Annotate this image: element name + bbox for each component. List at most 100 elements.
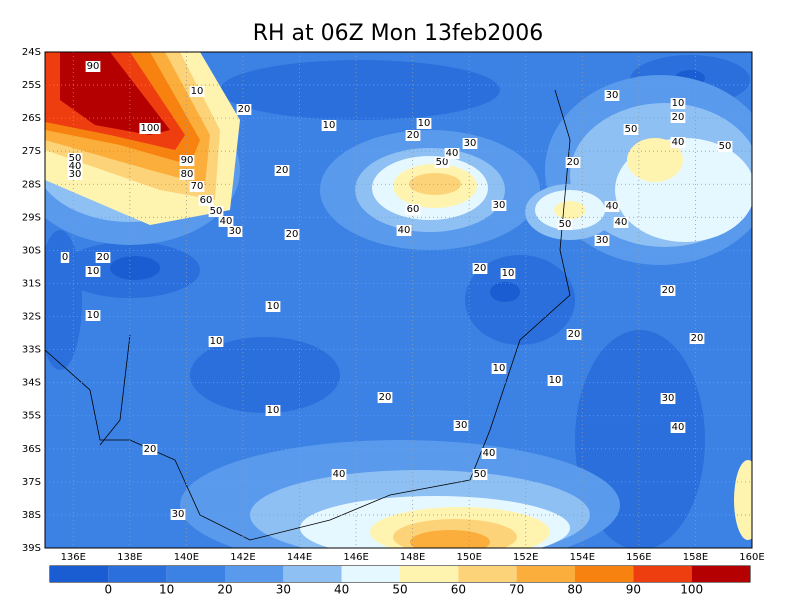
contour-label-bg [472, 263, 488, 274]
lon-label: 160E [739, 552, 764, 563]
contour-label-bg [547, 375, 563, 386]
contour-label: 50 [719, 141, 732, 152]
contour-label-bg [613, 217, 629, 228]
lon-label: 136E [61, 552, 86, 563]
contour-label: 10 [323, 120, 336, 131]
contour-label: 20 [672, 112, 685, 123]
contour-label-bg [670, 98, 686, 109]
lon-label: 154E [570, 552, 595, 563]
contour-label: 20 [286, 229, 299, 240]
contour-label: 10 [191, 86, 204, 97]
lon-label: 152E [513, 552, 538, 563]
contour-label-bg [67, 169, 83, 180]
contour-label-bg [660, 393, 676, 404]
contour-label-bg [434, 157, 450, 168]
colorbar-label: 0 [105, 583, 113, 597]
contour-label-bg [179, 169, 195, 180]
contour-label: 60 [200, 195, 213, 206]
lat-label: 26S [22, 113, 41, 124]
colorbar-swatch [225, 566, 284, 582]
contour-label: 20 [691, 333, 704, 344]
contour-label-bg [405, 204, 421, 215]
contour-label-bg [491, 200, 507, 211]
contour-label: 30 [229, 226, 242, 237]
contour-label: 20 [662, 285, 675, 296]
lon-label: 156E [626, 552, 651, 563]
contour-label: 30 [493, 200, 506, 211]
lat-label: 32S [22, 312, 41, 323]
colorbar-swatch [283, 566, 342, 582]
contour-label: 40 [672, 422, 685, 433]
contour-label: 30 [662, 393, 675, 404]
contour-label: 20 [567, 157, 580, 168]
colorbar-label: 40 [334, 583, 349, 597]
contour-label: 10 [267, 405, 280, 416]
contour-label-bg [85, 266, 101, 277]
contour-fill [45, 52, 752, 548]
colorbar-label: 10 [159, 583, 174, 597]
lat-label: 39S [22, 543, 41, 554]
contour-label: 20 [238, 104, 251, 115]
contour-label: 10 [493, 363, 506, 374]
colorbar-swatch [108, 566, 167, 582]
colorbar-swatch [166, 566, 225, 582]
colorbar-label: 70 [509, 583, 524, 597]
contour-label-bg [139, 123, 161, 134]
contour-label: 30 [606, 90, 619, 101]
contour-label: 40 [333, 469, 346, 480]
contour-label-bg [189, 181, 205, 192]
colorbar-swatch [516, 566, 575, 582]
lat-label: 35S [22, 411, 41, 422]
lat-label: 29S [22, 212, 41, 223]
contour-label: 10 [672, 98, 685, 109]
contour-label: 20 [379, 392, 392, 403]
contour-label: 10 [418, 118, 431, 129]
contour-label-bg [321, 120, 337, 131]
contour-label: 40 [446, 148, 459, 159]
contour-label: 50 [69, 153, 82, 164]
lat-label: 31S [22, 278, 41, 289]
contour-label: 90 [181, 155, 194, 166]
contour-label-bg [717, 141, 733, 152]
colorbar-swatch [341, 566, 400, 582]
colorbar-label: 30 [276, 583, 291, 597]
lat-label: 37S [22, 477, 41, 488]
contour-label: 50 [559, 219, 572, 230]
contour-label: 40 [398, 225, 411, 236]
contour-label: 20 [474, 263, 487, 274]
lat-label: 24S [22, 47, 41, 58]
lat-label: 30S [22, 245, 41, 256]
contour-label: 90 [87, 61, 100, 72]
contour-label-bg [377, 392, 393, 403]
contour-label: 20 [97, 252, 110, 263]
contour-label: 50 [210, 206, 223, 217]
contour-label-bg [566, 329, 582, 340]
contour-label-bg [142, 444, 158, 455]
contour-label: 10 [210, 336, 223, 347]
contour-label: 80 [181, 169, 194, 180]
contour-label: 30 [596, 235, 609, 246]
lon-label: 146E [343, 552, 368, 563]
contour-label-bg [274, 165, 290, 176]
lon-label: 158E [683, 552, 708, 563]
contour-label-bg [604, 90, 620, 101]
contour-label: 40 [220, 216, 233, 227]
lon-label: 144E [287, 552, 312, 563]
colorbar-label: 60 [451, 583, 466, 597]
contour-label: 60 [407, 204, 420, 215]
lon-label: 142E [230, 552, 255, 563]
contour-label-bg [60, 252, 70, 263]
colorbar-swatch [633, 566, 692, 582]
contour-label-bg [218, 216, 234, 227]
contour-label-bg [453, 420, 469, 431]
contour-label: 100 [140, 123, 159, 134]
contour-label-bg [67, 153, 83, 164]
contour-label-bg [208, 206, 224, 217]
contour-label: 40 [69, 161, 82, 172]
colorbar-label: 50 [392, 583, 407, 597]
contour-label: 20 [144, 444, 157, 455]
lat-label: 36S [22, 444, 41, 455]
lon-label: 150E [456, 552, 481, 563]
contour-label-bg [331, 469, 347, 480]
